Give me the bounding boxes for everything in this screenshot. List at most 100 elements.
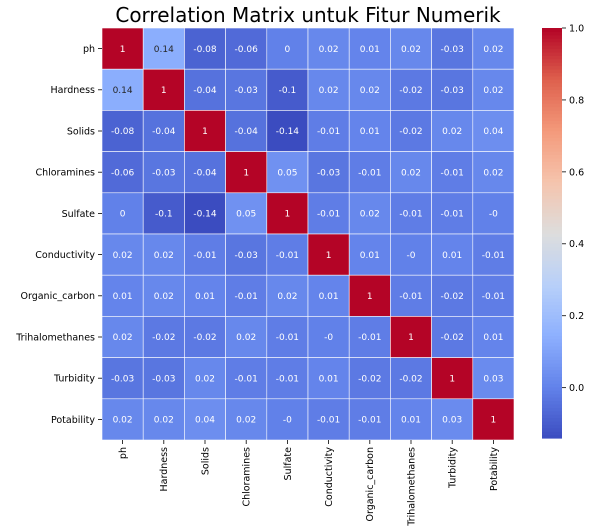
heatmap-cell-label: 0.01 [360,45,380,55]
x-tick-label-ph: ph [118,447,129,459]
colorbar-segment [542,297,562,302]
heatmap-cell-organic-carbon-chloramines [225,274,268,317]
heatmap-cell-label: -0.01 [235,292,258,302]
x-tick-label-potability: Potability [489,447,500,491]
heatmap-cell-label: 1 [243,168,249,178]
heatmap-cell-conductivity-hardness [142,233,185,276]
colorbar-segment [542,311,562,316]
y-tick-label-hardness: Hardness [51,85,96,96]
heatmap-cell-label: 0.01 [113,292,133,302]
colorbar-segment [542,106,562,111]
heatmap-cell-label: -0.08 [193,45,217,55]
heatmap-cell-label: 0.02 [483,86,503,96]
colorbar-tick-label: 0.6 [569,167,584,178]
x-tick-label-organic-carbon: Organic_carbon [365,447,376,522]
heatmap-cell-label: 0 [120,210,126,220]
heatmap-cell-sulfate-conductivity [307,192,350,235]
colorbar-segment [542,328,562,333]
heatmap-cell-label: -0.01 [317,127,340,137]
colorbar-segment [542,270,562,275]
heatmap-cell-label: -0.01 [358,416,381,426]
colorbar-segment [542,103,562,108]
heatmap-cell-conductivity-trihalomethanes [390,233,432,276]
colorbar: 0.0 0.2 0.4 0.6 0.8 1.0 [542,23,584,439]
heatmap-cell-label: 0.01 [319,292,339,302]
heatmap-cell-label: -0.02 [358,374,381,384]
heatmap-cell-hardness-potability [472,68,515,111]
heatmap-cell-label: -0 [489,210,498,220]
colorbar-segment [542,263,562,268]
y-tick-label-trihalomethanes: Trihalomethanes [15,332,95,343]
colorbar-segment [542,342,562,347]
heatmap-cell-organic-carbon-trihalomethanes [390,274,432,317]
colorbar-segment [542,164,562,169]
y-tick-label-conductivity: Conductivity [35,250,95,261]
colorbar-segment [542,31,562,36]
heatmap-cell-ph-ph [101,27,144,70]
heatmap-cell-label: -0.14 [276,127,300,137]
x-tick-label-solids: Solids [200,447,211,475]
heatmap-cell-label: -0.01 [441,210,464,220]
colorbar-segment [542,154,562,159]
colorbar-segment [542,253,562,258]
heatmap-cell-label: -0.01 [276,251,299,261]
heatmap-cell-label: -0.08 [111,127,135,137]
heatmap-cell-potability-conductivity [307,398,350,441]
heatmap-cell-label: 0.02 [236,416,256,426]
heatmap-cell-label: 1 [367,292,373,302]
heatmap-cell-label: -0.03 [317,168,340,178]
heatmap-cell-label: -0.01 [399,210,422,220]
heatmap-cell-label: 0.14 [154,45,174,55]
heatmap-cell-label: -0.1 [155,210,173,220]
colorbar-segment [542,390,562,395]
y-axis-ticks: ph Hardness Solids Chloramines Sulfate Conduc… [15,44,102,426]
heatmap-cell-label: 1 [120,45,126,55]
colorbar-segment [542,379,562,384]
heatmap-cell-label: -0.02 [441,333,464,343]
heatmap-cell-label: 0.01 [483,333,503,343]
heatmap-cell-organic-carbon-sulfate [266,274,309,317]
colorbar-segment [542,168,562,173]
heatmap-cell-hardness-organic-carbon [348,68,391,111]
heatmap-cell-solids-potability [472,110,515,152]
colorbar-segment [542,144,562,149]
colorbar-segment [542,28,562,33]
heatmap-cell-label: 0.01 [360,251,380,261]
colorbar-segment [542,229,562,234]
colorbar-segment [542,304,562,309]
heatmap-cell-turbidity-potability [472,357,515,400]
heatmap-cell-label: 0.02 [401,45,421,55]
colorbar-segment [542,291,562,296]
heatmap-cell-label: 1 [202,127,208,137]
heatmap-cell-label: -0.02 [152,333,175,343]
heatmap-cell-label: -0.01 [235,374,258,384]
colorbar-segment [542,178,562,183]
colorbar-segment [542,157,562,162]
heatmap-cell-label: 0.04 [195,416,215,426]
colorbar-segment [542,318,562,323]
colorbar-segment [542,301,562,306]
colorbar-segment [542,386,562,391]
heatmap-cell-conductivity-chloramines [225,233,268,276]
heatmap-cell-ph-trihalomethanes [390,27,432,70]
heatmap-cell-label: -0.01 [482,251,505,261]
colorbar-segment [542,120,562,125]
heatmap-cell-trihalomethanes-potability [472,316,515,358]
heatmap-cell-conductivity-ph [101,233,144,276]
colorbar-segment [542,58,562,63]
colorbar-segment [542,209,562,214]
colorbar-segment [542,69,562,74]
heatmap-cell-trihalomethanes-solids [184,316,226,358]
colorbar-segment [542,369,562,374]
colorbar-segment [542,294,562,299]
heatmap-cell-solids-solids [184,110,226,152]
heatmap-cell-label: -0.01 [193,251,216,261]
heatmap-cell-chloramines-sulfate [266,151,309,194]
heatmap-cell-turbidity-sulfate [266,357,309,400]
colorbar-segment [542,420,562,425]
heatmap-cell-label: 0.01 [360,127,380,137]
colorbar-segment [542,48,562,53]
colorbar-segment [542,92,562,97]
colorbar-segment [542,410,562,415]
heatmap-cell-label: -0.1 [279,86,297,96]
